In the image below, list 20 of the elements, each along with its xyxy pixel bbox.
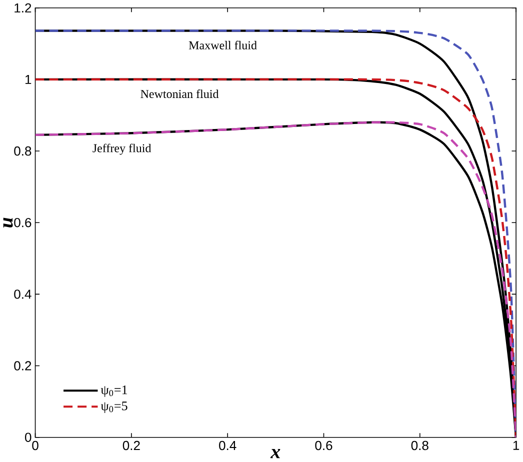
y-tick-label: 1 bbox=[25, 75, 32, 84]
x-axis-title: x bbox=[270, 449, 280, 458]
y-tick-label: 0.4 bbox=[14, 290, 32, 300]
y-tick-label: 0.6 bbox=[14, 218, 32, 228]
x-tick-label: 0 bbox=[32, 441, 38, 450]
y-tick-label: 1.2 bbox=[14, 4, 32, 13]
y-tick-label: 0 bbox=[25, 432, 32, 442]
annotation: Newtonian fluid bbox=[140, 90, 219, 98]
annotation: Jeffrey fluid bbox=[92, 144, 152, 156]
x-tick-label: 0.4 bbox=[219, 441, 236, 450]
x-tick-label: 0.2 bbox=[122, 441, 140, 450]
annotation: Maxwell fluid bbox=[188, 41, 257, 50]
y-tick-label: 0.2 bbox=[14, 361, 32, 371]
x-tick-label: 0.6 bbox=[315, 441, 332, 450]
legend-label: ψ$_{0}$=5 bbox=[100, 402, 128, 414]
y-tick-label: 0.8 bbox=[14, 146, 32, 156]
x-tick-label: 1 bbox=[513, 441, 520, 450]
legend-label: ψ$_{0}$=1 bbox=[100, 386, 128, 398]
y-axis-title: u bbox=[3, 218, 13, 228]
x-tick-label: 0.8 bbox=[411, 441, 428, 450]
